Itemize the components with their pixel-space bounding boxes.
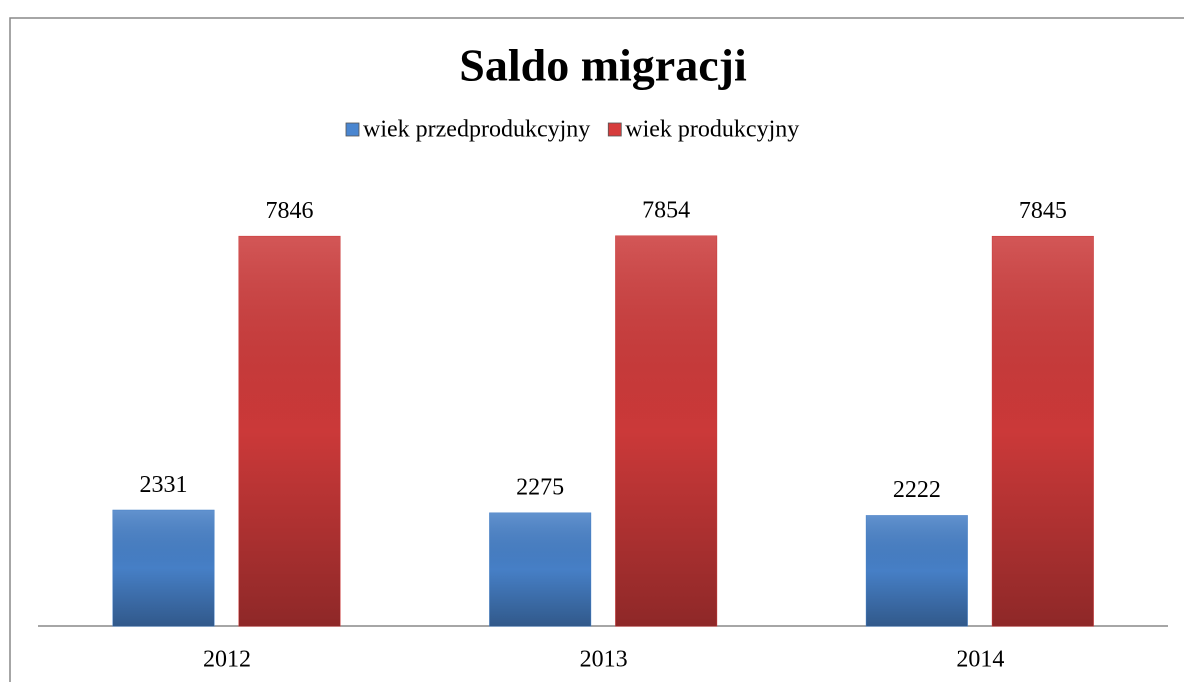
x-tick-label: 2012: [203, 647, 251, 673]
bar: [238, 235, 341, 627]
data-label: 2275: [516, 475, 564, 501]
legend-label: wiek produkcyjny: [625, 117, 799, 143]
legend-swatch: [345, 122, 360, 137]
legend-label: wiek przedprodukcyjny: [363, 117, 590, 143]
bar: [865, 515, 968, 627]
x-tick-label: 2013: [580, 647, 628, 673]
bar: [112, 509, 215, 627]
bar: [615, 235, 718, 627]
data-label: 7846: [266, 198, 314, 224]
data-label: 7845: [1019, 198, 1067, 224]
bar: [991, 235, 1094, 627]
data-label: 7854: [642, 198, 690, 224]
chart-title: Saldo migracji: [459, 40, 747, 91]
data-label: 2222: [893, 477, 941, 503]
bar: [489, 512, 592, 627]
x-tick-label: 2014: [956, 647, 1004, 673]
legend-swatch: [607, 122, 622, 137]
data-label: 2331: [140, 472, 188, 498]
